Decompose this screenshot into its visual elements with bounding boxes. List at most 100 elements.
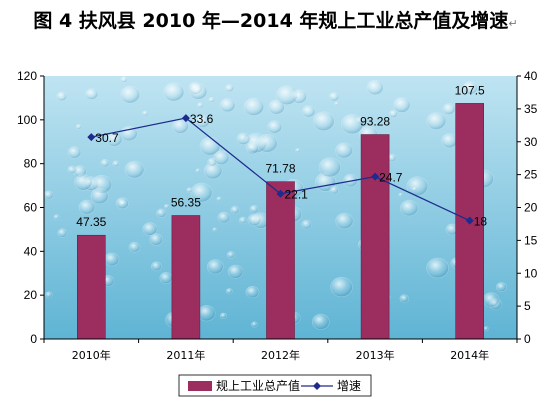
chart-title-text: 图 4 扶风县 2010 年—2014 年规上工业总产值及增速: [33, 10, 509, 32]
legend-bar-swatch: [188, 381, 212, 391]
bar-data-label: 47.35: [76, 215, 106, 229]
water-drop: [67, 165, 77, 174]
water-drop: [112, 160, 120, 167]
water-drop: [219, 312, 228, 319]
legend-line-marker: [313, 382, 321, 390]
water-drop: [163, 204, 170, 210]
water-drop: [483, 326, 489, 332]
water-drop: [412, 186, 418, 192]
water-drop: [246, 142, 259, 155]
y-left-tick-label: 60: [24, 201, 38, 215]
water-drop: [212, 227, 218, 232]
water-drop: [120, 76, 128, 83]
water-drop: [186, 187, 193, 193]
water-drop: [311, 313, 330, 330]
water-drop: [78, 199, 96, 215]
water-drop: [53, 214, 60, 220]
water-drop: [312, 111, 335, 131]
water-drop: [43, 190, 54, 200]
water-drop: [393, 97, 411, 113]
water-drop: [190, 182, 213, 203]
bar: [77, 234, 106, 340]
line-point: [276, 189, 285, 198]
water-drop: [301, 105, 316, 118]
water-drop: [124, 160, 145, 179]
water-drop: [56, 91, 68, 102]
y-left-tick-label: 100: [17, 113, 37, 127]
water-drop: [399, 294, 409, 303]
water-drop: [75, 123, 82, 130]
bar-series: [77, 103, 485, 340]
water-drop: [249, 205, 259, 214]
water-drop: [217, 211, 231, 224]
y-left-tick-label: 40: [24, 244, 38, 258]
chart-title: 图 4 扶风县 2010 年—2014 年规上工业总产值及增速↵: [0, 6, 551, 33]
line-point: [371, 172, 380, 181]
water-drop: [238, 216, 247, 224]
x-tick-label: 2010年: [72, 348, 111, 362]
water-drop: [318, 157, 341, 178]
water-drop: [150, 261, 162, 272]
water-drop: [236, 132, 251, 145]
y-right-tick-label: 40: [524, 69, 538, 83]
bar-data-label: 107.5: [455, 83, 485, 97]
water-drop: [189, 83, 208, 100]
line-data-label: 18: [474, 215, 488, 229]
water-drop: [128, 241, 141, 253]
water-drop: [426, 112, 447, 130]
water-drop: [247, 213, 262, 226]
x-tick-label: 2011年: [166, 348, 205, 362]
y-right-tick-label: 25: [524, 168, 538, 182]
water-drop: [208, 97, 215, 103]
water-drop: [328, 92, 340, 102]
line-point: [87, 133, 96, 142]
water-drop: [197, 305, 216, 322]
water-drop: [400, 199, 419, 217]
return-mark-icon: ↵: [508, 17, 518, 30]
water-drop: [267, 120, 283, 134]
line-data-label: 30.7: [95, 131, 119, 145]
water-drop: [329, 185, 339, 195]
line-data-label: 22.1: [285, 188, 309, 202]
water-drop: [149, 233, 163, 246]
water-drop: [495, 282, 507, 292]
water-drop: [115, 197, 129, 209]
water-drop: [291, 89, 307, 104]
water-drop: [213, 150, 230, 165]
y-right-tick-label: 20: [524, 201, 538, 215]
water-drop: [100, 159, 110, 168]
y-left-tick-label: 0: [30, 332, 37, 346]
y-left-tick-label: 120: [17, 69, 37, 83]
water-drop: [482, 292, 500, 308]
bar-data-label: 93.28: [360, 115, 390, 129]
bar: [171, 215, 201, 340]
water-drop: [207, 259, 224, 275]
bar-data-label: 56.35: [171, 195, 201, 209]
water-drop: [226, 251, 236, 259]
y-right-tick-label: 10: [524, 266, 538, 280]
y-right-tick-label: 5: [524, 299, 531, 313]
water-drop: [334, 101, 339, 106]
water-drop: [441, 133, 458, 149]
water-drop: [245, 286, 260, 299]
water-drop: [243, 97, 264, 116]
water-drop: [301, 219, 312, 230]
line-data-label: 24.7: [379, 171, 403, 185]
y-left-tick-label: 20: [24, 288, 38, 302]
water-drop: [462, 81, 478, 95]
water-drop: [216, 196, 222, 202]
x-tick-label: 2013年: [356, 348, 395, 362]
y-right-tick-label: 35: [524, 102, 538, 116]
water-drop: [195, 114, 210, 128]
line-point: [181, 114, 190, 123]
water-drop: [219, 98, 236, 113]
water-drop: [104, 252, 120, 267]
water-drop: [268, 99, 285, 115]
water-drop: [45, 291, 53, 299]
y-right-tick-label: 0: [524, 332, 531, 346]
line-point: [465, 216, 474, 225]
data-labels: 47.35 56.35 71.78 93.28 107.5 30.7 33.6 22.1 24.…: [76, 83, 487, 229]
line-data-label: 33.6: [190, 112, 214, 126]
water-drop: [230, 205, 240, 215]
legend-box: [178, 374, 372, 397]
